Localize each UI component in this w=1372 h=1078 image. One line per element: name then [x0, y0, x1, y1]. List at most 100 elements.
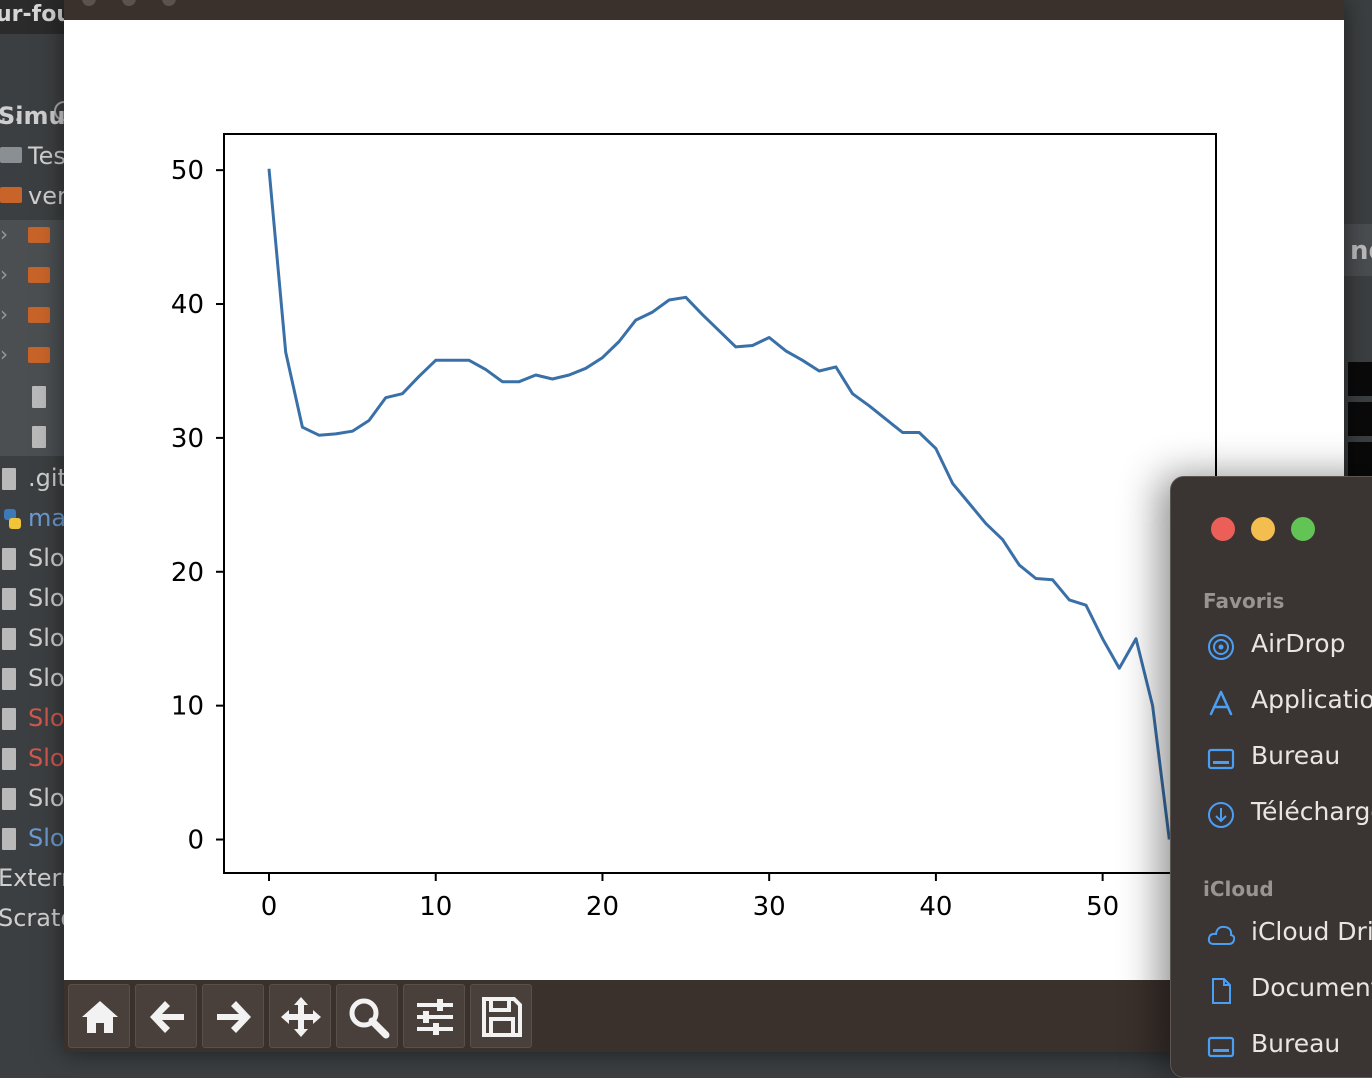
- ide-title-strip: ur-fou: [0, 0, 72, 34]
- file-icon: [2, 668, 16, 690]
- tree-item-label: Simul: [0, 102, 64, 130]
- tree-item[interactable]: Slo: [0, 780, 64, 820]
- ide-toolbar: ...: [0, 46, 74, 127]
- terminal-block: [1348, 442, 1372, 476]
- configure-subplots-button[interactable]: [403, 984, 465, 1048]
- sidebar-item-applications[interactable]: Applications: [1207, 683, 1372, 723]
- y-tick-label: 50: [171, 156, 204, 186]
- python-file-icon: [4, 509, 21, 529]
- y-tick-label: 20: [171, 558, 204, 588]
- finder-minimize-button[interactable]: [1251, 517, 1275, 541]
- tree-item[interactable]: Slo: [0, 540, 64, 580]
- sidebar-item-bureau[interactable]: Bureau: [1207, 1027, 1372, 1067]
- folder-icon: [0, 147, 22, 163]
- tree-item[interactable]: Slo: [0, 660, 64, 700]
- tree-item[interactable]: Slo: [0, 580, 64, 620]
- series-line: [267, 168, 1171, 840]
- sidebar-item-label: iCloud Drive: [1251, 917, 1372, 946]
- tree-item[interactable]: Simul: [0, 98, 64, 138]
- chevron-right-icon[interactable]: ›: [0, 342, 8, 366]
- zoom-dot[interactable]: [162, 0, 176, 6]
- line-chart[interactable]: 0 10 20 30 40 50 0 10 20 30 40 50: [64, 20, 1344, 980]
- file-icon: [2, 708, 16, 730]
- sidebar-item-t-l-chargements[interactable]: Téléchargements: [1207, 795, 1372, 835]
- sidebar-item-airdrop[interactable]: AirDrop: [1207, 627, 1372, 667]
- tree-item-label: Slo: [28, 824, 64, 852]
- tree-item[interactable]: ›: [0, 338, 64, 378]
- tree-item[interactable]: .git: [0, 460, 64, 500]
- ide-right-tab[interactable]: [1344, 224, 1372, 276]
- sidebar-item-bureau[interactable]: Bureau: [1207, 739, 1372, 779]
- figure-canvas[interactable]: 0 10 20 30 40 50 0 10 20 30 40 50: [64, 20, 1344, 980]
- file-icon: [2, 468, 16, 490]
- tree-item[interactable]: ma: [0, 500, 64, 540]
- arrow-left-icon: [150, 1001, 184, 1033]
- back-button[interactable]: [135, 984, 197, 1048]
- sidebar-item-label: AirDrop: [1251, 629, 1346, 658]
- tree-item[interactable]: Scrato: [0, 900, 64, 940]
- sidebar-item-label: Applications: [1251, 685, 1372, 714]
- x-tick-label: 30: [753, 892, 786, 922]
- file-icon: [2, 588, 16, 610]
- move-icon: [281, 997, 321, 1037]
- sidebar-item-label: Téléchargements: [1251, 797, 1372, 826]
- tree-item[interactable]: Slo: [0, 620, 64, 660]
- pan-button[interactable]: [269, 984, 331, 1048]
- file-icon: [2, 828, 16, 850]
- tree-item-label: Slo: [28, 784, 64, 812]
- terminal-block: [1348, 362, 1372, 396]
- tree-item-label: Slo: [28, 544, 64, 572]
- tree-item[interactable]: [0, 418, 64, 458]
- figure-titlebar[interactable]: [64, 0, 1344, 20]
- tree-item-label: Extern: [0, 864, 64, 892]
- zoom-rect-button[interactable]: [336, 984, 398, 1048]
- x-tick-label: 20: [586, 892, 619, 922]
- tree-item[interactable]: Tes: [0, 138, 64, 178]
- close-dot[interactable]: [82, 0, 96, 6]
- document-icon: [1212, 978, 1231, 1004]
- finder-zoom-button[interactable]: [1291, 517, 1315, 541]
- tree-item-label: Scrato: [0, 904, 64, 932]
- chevron-right-icon[interactable]: ›: [0, 222, 8, 246]
- forward-button[interactable]: [202, 984, 264, 1048]
- icloud-header: iCloud: [1203, 877, 1274, 901]
- y-tick-label: 0: [187, 826, 204, 856]
- tree-item[interactable]: ›: [0, 218, 64, 258]
- tree-item[interactable]: ver: [0, 178, 64, 218]
- tree-item-label: Slo: [28, 704, 64, 732]
- tree-item[interactable]: ›: [0, 298, 64, 338]
- tree-item[interactable]: Slo: [0, 700, 64, 740]
- y-tick-label: 40: [171, 290, 204, 320]
- tree-item-label: Slo: [28, 744, 64, 772]
- tree-item-label: ma: [28, 504, 64, 532]
- downloads-icon: [1208, 802, 1234, 828]
- sidebar-item-label: Bureau: [1251, 741, 1341, 770]
- tree-item-label: .git: [28, 464, 64, 492]
- tree-item[interactable]: Slo: [0, 740, 64, 780]
- ide-toolbar-dots[interactable]: ...: [0, 102, 21, 127]
- minimize-dot[interactable]: [122, 0, 136, 6]
- file-icon: [2, 748, 16, 770]
- tree-item[interactable]: [0, 378, 64, 418]
- project-title: ur-fou: [0, 2, 72, 27]
- ide-right-fragment: nd: [1350, 236, 1372, 266]
- save-button[interactable]: [470, 984, 532, 1048]
- tree-item[interactable]: Slo: [0, 820, 64, 860]
- x-tick-label: 0: [261, 892, 278, 922]
- terminal-block: [1348, 402, 1372, 436]
- tree-item[interactable]: ›: [0, 258, 64, 298]
- axes-frame: [223, 133, 1217, 874]
- save-icon: [482, 997, 522, 1037]
- sidebar-item-icloud-drive[interactable]: iCloud Drive: [1207, 915, 1372, 955]
- tree-item[interactable]: Extern: [0, 860, 64, 900]
- file-icon: [2, 628, 16, 650]
- sidebar-item-documents[interactable]: Documents: [1207, 971, 1372, 1011]
- finder-close-button[interactable]: [1211, 517, 1235, 541]
- home-button[interactable]: [68, 984, 130, 1048]
- sliders-icon: [417, 999, 453, 1035]
- chevron-right-icon[interactable]: ›: [0, 302, 8, 326]
- chevron-right-icon[interactable]: ›: [0, 262, 8, 286]
- file-icon: [32, 426, 46, 448]
- file-icon: [2, 548, 16, 570]
- home-icon: [82, 1001, 118, 1033]
